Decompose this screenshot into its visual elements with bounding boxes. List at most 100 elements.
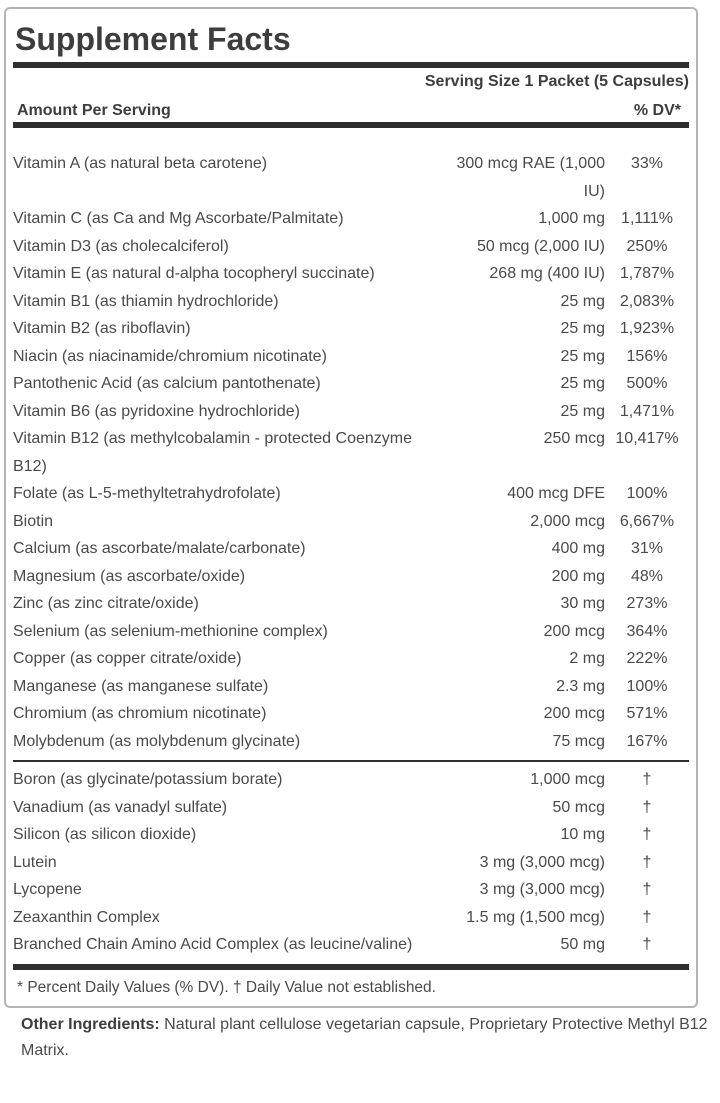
- nutrient-amount: 2 mg: [569, 650, 605, 667]
- nutrient-row: Manganese (as manganese sulfate) 2.3 mg …: [13, 673, 689, 701]
- nutrient-name: Vitamin B2 (as riboflavin): [13, 320, 191, 337]
- nutrient-row: Zeaxanthin Complex 1.5 mg (1,500 mcg) †: [13, 904, 689, 932]
- nutrient-dv: 33%: [630, 155, 664, 172]
- nutrient-row: Vitamin B6 (as pyridoxine hydrochloride)…: [13, 398, 689, 426]
- nutrient-amount: 1,000 mcg: [530, 771, 605, 788]
- nutrient-dv: 1,471%: [619, 402, 675, 420]
- nutrient-row: Chromium (as chromium nicotinate) 200 mc…: [13, 700, 689, 728]
- amount-per-serving-header: Amount Per Serving: [17, 102, 171, 119]
- nutrient-name: Pantothenic Acid (as calcium pantothenat…: [13, 375, 321, 392]
- nutrient-name: Boron (as glycinate/potassium borate): [13, 771, 283, 788]
- nutrient-amount: 50 mcg: [552, 798, 605, 816]
- nutrient-amount: 200 mcg: [543, 705, 605, 722]
- thick-divider-bottom: [13, 963, 689, 970]
- nutrient-dv: 273%: [626, 595, 668, 612]
- nutrient-row: Silicon (as silicon dioxide) 10 mg †: [13, 821, 689, 849]
- nutrient-row: Biotin 2,000 mcg 6,667%: [13, 508, 689, 536]
- nutrient-row: Lutein 3 mg (3,000 mcg) †: [13, 849, 689, 877]
- nutrients-with-dv-section: Vitamin A (as natural beta carotene) 300…: [13, 128, 689, 755]
- nutrient-name: Magnesium (as ascorbate/oxide): [13, 567, 246, 585]
- nutrient-row: Boron (as glycinate/potassium borate) 1,…: [13, 766, 689, 794]
- nutrient-amount: 1.5 mg (1,500 mcg): [466, 908, 605, 926]
- nutrient-row: Pantothenic Acid (as calcium pantothenat…: [13, 370, 689, 398]
- nutrient-name: Manganese (as manganese sulfate): [13, 677, 269, 695]
- nutrient-amount: 10 mg: [560, 826, 605, 843]
- nutrient-row: Lycopene 3 mg (3,000 mcg) †: [13, 876, 689, 904]
- nutrient-amount: 400 mcg DFE: [507, 485, 605, 502]
- nutrient-row: Vitamin B12 (as methylcobalamin - protec…: [13, 425, 689, 480]
- serving-size-text: Serving Size 1 Packet (5 Capsules): [424, 73, 689, 90]
- nutrients-table: Vitamin A (as natural beta carotene) 300…: [13, 128, 689, 964]
- nutrient-dv: 6,667%: [619, 512, 675, 530]
- thick-divider-under-header: [13, 122, 689, 128]
- nutrient-dv: 222%: [626, 650, 668, 667]
- nutrient-row: Vitamin A (as natural beta carotene) 300…: [13, 128, 689, 205]
- other-ingredients-text: Natural plant cellulose vegetarian capsu…: [21, 1016, 708, 1059]
- nutrient-dv: †: [642, 798, 652, 816]
- column-header-row: Amount Per Serving % DV*: [13, 102, 689, 120]
- nutrient-name: Molybdenum (as molybdenum glycinate): [13, 732, 301, 750]
- supplement-facts-panel: Supplement Facts Serving Size 1 Packet (…: [4, 7, 698, 1008]
- nutrient-amount: 300 mcg RAE (1,000 IU): [456, 155, 605, 200]
- nutrient-name: Lutein: [13, 853, 57, 871]
- nutrient-dv: 31%: [630, 540, 664, 557]
- nutrient-row: Calcium (as ascorbate/malate/carbonate) …: [13, 535, 689, 563]
- nutrient-dv: †: [642, 853, 652, 871]
- nutrient-row: Vitamin D3 (as cholecalciferol) 50 mcg (…: [13, 233, 689, 261]
- nutrient-amount: 2.3 mg: [556, 677, 605, 695]
- nutrients-no-dv-section: Boron (as glycinate/potassium borate) 1,…: [13, 766, 689, 964]
- nutrient-name: Biotin: [13, 512, 54, 530]
- nutrient-name: Vitamin B6 (as pyridoxine hydrochloride): [13, 402, 300, 420]
- nutrient-dv: †: [642, 881, 652, 898]
- nutrient-row: Molybdenum (as molybdenum glycinate) 75 …: [13, 728, 689, 756]
- other-ingredients-label: Other Ingredients:: [21, 1016, 160, 1033]
- nutrient-amount: 25 mg: [560, 375, 605, 392]
- nutrient-name: Copper (as copper citrate/oxide): [13, 650, 242, 667]
- nutrient-name: Selenium (as selenium-methionine complex…: [13, 622, 328, 640]
- nutrient-dv: 500%: [626, 375, 668, 392]
- nutrient-name: Zeaxanthin Complex: [13, 908, 160, 926]
- nutrient-name: Folate (as L-5-methyltetrahydrofolate): [13, 485, 281, 502]
- nutrient-dv: 364%: [626, 622, 668, 640]
- nutrient-name: Silicon (as silicon dioxide): [13, 826, 197, 843]
- section-divider-container: [13, 755, 689, 766]
- section-divider-row: [13, 755, 689, 766]
- nutrient-amount: 25 mg: [560, 402, 605, 420]
- nutrient-amount: 250 mcg: [543, 430, 605, 447]
- nutrient-dv: 100%: [626, 485, 668, 502]
- nutrient-name: Lycopene: [13, 881, 82, 898]
- nutrient-amount: 25 mg: [560, 347, 605, 365]
- nutrient-row: Vitamin C (as Ca and Mg Ascorbate/Palmit…: [13, 205, 689, 233]
- nutrient-amount: 200 mcg: [543, 622, 605, 640]
- nutrient-row: Folate (as L-5-methyltetrahydrofolate) 4…: [13, 480, 689, 508]
- nutrient-dv: 48%: [630, 567, 664, 585]
- nutrient-amount: 200 mg: [551, 567, 605, 585]
- nutrient-dv: 1,787%: [619, 265, 675, 282]
- other-ingredients: Other Ingredients: Natural plant cellulo…: [21, 1012, 711, 1064]
- percent-dv-header: % DV*: [633, 102, 681, 119]
- nutrient-amount: 1,000 mg: [538, 210, 605, 227]
- nutrient-row: Magnesium (as ascorbate/oxide) 200 mg 48…: [13, 563, 689, 591]
- nutrient-row: Vitamin B1 (as thiamin hydrochloride) 25…: [13, 288, 689, 316]
- nutrient-name: Vanadium (as vanadyl sulfate): [13, 798, 228, 816]
- nutrient-name: Vitamin E (as natural d-alpha tocopheryl…: [13, 265, 375, 282]
- nutrient-name: Calcium (as ascorbate/malate/carbonate): [13, 540, 306, 557]
- nutrient-dv: 100%: [626, 677, 668, 695]
- nutrient-dv: 10,417%: [615, 430, 679, 447]
- nutrient-dv: 1,111%: [621, 210, 673, 227]
- nutrient-dv: 250%: [626, 237, 668, 255]
- nutrient-dv: 156%: [626, 347, 668, 365]
- nutrient-amount: 50 mg: [560, 936, 605, 953]
- nutrient-name: Chromium (as chromium nicotinate): [13, 705, 267, 722]
- nutrient-row: Branched Chain Amino Acid Complex (as le…: [13, 931, 689, 964]
- nutrient-name: Branched Chain Amino Acid Complex (as le…: [13, 936, 413, 953]
- nutrient-dv: 571%: [626, 705, 668, 722]
- panel-title: Supplement Facts: [15, 21, 291, 57]
- nutrient-amount: 3 mg (3,000 mcg): [479, 881, 605, 898]
- thick-divider-top: [13, 62, 689, 68]
- nutrient-row: Vitamin E (as natural d-alpha tocopheryl…: [13, 260, 689, 288]
- nutrient-amount: 30 mg: [560, 595, 605, 612]
- nutrient-name: Vitamin D3 (as cholecalciferol): [13, 237, 229, 255]
- nutrient-row: Vanadium (as vanadyl sulfate) 50 mcg †: [13, 794, 689, 822]
- nutrient-amount: 50 mcg (2,000 IU): [476, 237, 605, 255]
